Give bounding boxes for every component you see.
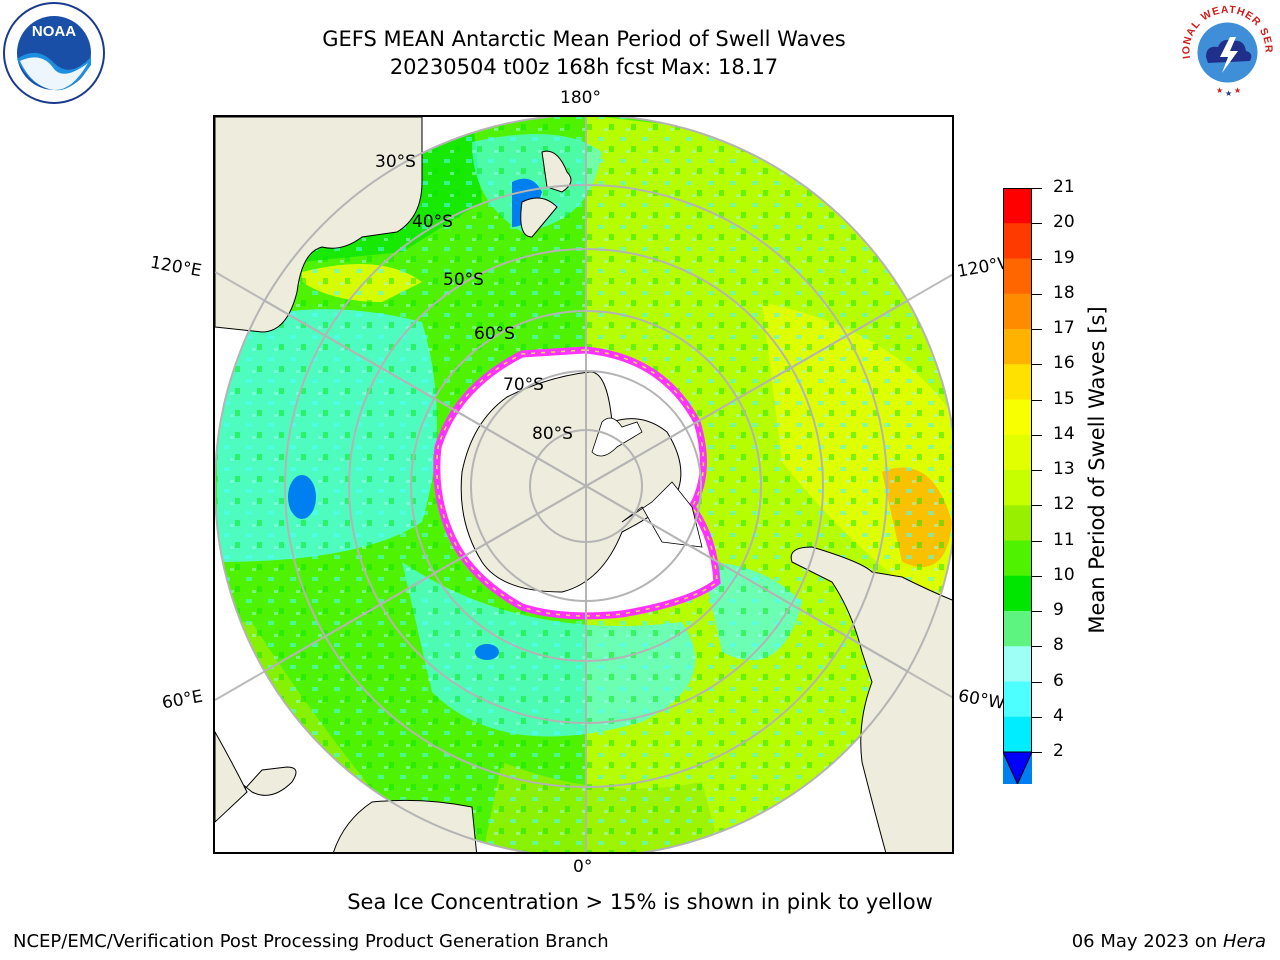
colorbar-tick-mark	[1032, 188, 1042, 189]
colorbar-band	[1003, 470, 1032, 506]
colorbar-tick-mark	[1032, 575, 1042, 577]
colorbar-tick-mark	[1032, 716, 1042, 718]
colorbar-tick-mark	[1032, 329, 1042, 330]
colorbar-band	[1003, 505, 1032, 541]
lon-label-60w: 60°W	[956, 686, 1007, 714]
colorbar-band	[1003, 293, 1032, 330]
colorbar-band	[1003, 188, 1032, 224]
colorbar-tick-mark	[1032, 681, 1042, 683]
lat-label-70s: 70°S	[503, 375, 544, 395]
graticule	[215, 117, 952, 852]
colorbar-tick-label: 16	[1053, 353, 1075, 374]
colorbar-tick-mark	[1032, 258, 1042, 260]
lat-label-30s: 30°S	[375, 152, 416, 172]
colorbar-tick-label: 12	[1053, 494, 1075, 515]
colorbar-label: Mean Period of Swell Waves [s]	[1085, 306, 1109, 634]
noaa-logo-text: NOAA	[32, 23, 76, 40]
lon-label-0: 0°	[573, 857, 593, 877]
svg-text:★: ★	[1225, 89, 1232, 98]
colorbar-tick-mark	[1032, 223, 1042, 225]
credit-machine: Hera	[1222, 931, 1266, 952]
lon-label-180: 180°	[560, 88, 601, 108]
colorbar-tick-label: 11	[1053, 529, 1075, 550]
colorbar-tick-mark	[1032, 470, 1042, 471]
colorbar-tick-label: 6	[1053, 670, 1064, 691]
chart-title: GEFS MEAN Antarctic Mean Period of Swell…	[322, 27, 846, 51]
colorbar-tick-mark	[1032, 611, 1042, 612]
colorbar-band	[1003, 329, 1032, 365]
lat-label-60s: 60°S	[474, 324, 515, 344]
colorbar-tick-label: 18	[1053, 282, 1075, 303]
svg-text:★: ★	[1234, 86, 1241, 95]
colorbar-tick-label: 21	[1053, 177, 1075, 197]
colorbar-tick-label: 20	[1053, 212, 1075, 233]
colorbar-band	[1003, 716, 1032, 753]
chart-subtitle: 20230504 t00z 168h fcst Max: 18.17	[389, 55, 779, 79]
lat-label-50s: 50°S	[443, 270, 484, 290]
colorbar-tick-mark	[1032, 434, 1042, 436]
sea-ice-footnote: Sea Ice Concentration > 15% is shown in …	[347, 890, 933, 914]
colorbar-tick-label: 19	[1053, 247, 1075, 268]
colorbar-band	[1003, 611, 1032, 647]
colorbar-tick-label: 8	[1053, 635, 1064, 656]
nws-logo: NATIONAL WEATHER SERVICE ★ ★ ★	[1176, 1, 1278, 103]
colorbar-band	[1003, 540, 1032, 577]
polar-map	[213, 115, 954, 854]
colorbar	[1003, 188, 1032, 784]
colorbar-tick-label: 10	[1053, 564, 1075, 585]
colorbar-band	[1003, 434, 1032, 471]
colorbar-tick-mark	[1032, 646, 1042, 648]
colorbar-tick-label: 4	[1053, 705, 1064, 726]
lon-label-120e: 120°E	[148, 252, 204, 282]
colorbar-tick-label: 13	[1053, 459, 1075, 479]
colorbar-band	[1003, 646, 1032, 682]
colorbar-band	[1003, 223, 1032, 259]
sea-ice-and-antarctica	[433, 346, 721, 620]
colorbar-tick-label: 17	[1053, 318, 1075, 338]
colorbar-band	[1003, 364, 1032, 400]
svg-text:★: ★	[1216, 86, 1223, 95]
colorbar-band	[1003, 575, 1032, 612]
colorbar-tick-mark	[1032, 399, 1042, 401]
colorbar-tick-label: 9	[1053, 600, 1064, 620]
colorbar-tick-label: 2	[1053, 741, 1064, 761]
colorbar-band	[1003, 681, 1032, 718]
colorbar-tick-mark	[1032, 540, 1042, 542]
colorbar-tick-mark	[1032, 752, 1042, 753]
colorbar-tick-label: 15	[1053, 388, 1075, 409]
credit-date-text: 06 May 2023 on	[1071, 931, 1223, 952]
colorbar-band	[1003, 258, 1032, 295]
colorbar-tick-mark	[1032, 293, 1042, 295]
colorbar-tick-mark	[1032, 505, 1042, 507]
lon-label-60e: 60°E	[160, 686, 205, 714]
credit-branch: NCEP/EMC/Verification Post Processing Pr…	[13, 931, 609, 952]
lat-label-80s: 80°S	[532, 424, 573, 444]
credit-date: 06 May 2023 on Hera	[1072, 931, 1266, 952]
lat-label-40s: 40°S	[412, 212, 453, 232]
noaa-logo: NOAA	[3, 2, 105, 104]
colorbar-tick-label: 14	[1053, 423, 1075, 444]
colorbar-band	[1003, 399, 1032, 436]
colorbar-tick-mark	[1032, 364, 1042, 366]
continents	[215, 117, 952, 852]
